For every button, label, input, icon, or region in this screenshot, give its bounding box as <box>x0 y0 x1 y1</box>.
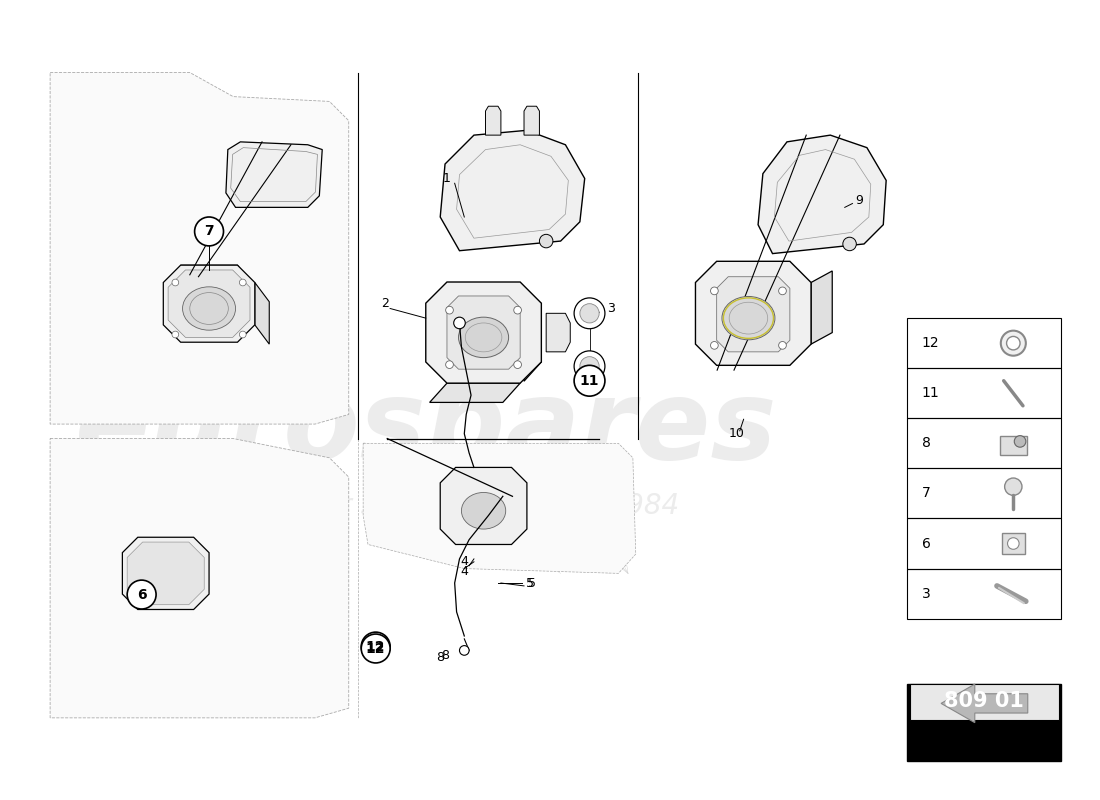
Polygon shape <box>440 467 527 545</box>
Circle shape <box>172 331 178 338</box>
Polygon shape <box>51 73 349 424</box>
Polygon shape <box>485 106 501 135</box>
Circle shape <box>460 646 469 655</box>
Text: 8: 8 <box>437 650 444 664</box>
Circle shape <box>1008 538 1019 550</box>
Circle shape <box>711 287 718 294</box>
Text: 3: 3 <box>922 586 931 601</box>
Polygon shape <box>695 262 811 366</box>
Text: 2: 2 <box>382 297 389 310</box>
Text: 9: 9 <box>856 194 864 207</box>
Circle shape <box>580 357 600 376</box>
Text: 12: 12 <box>922 336 939 350</box>
Text: 6: 6 <box>922 537 931 550</box>
Text: 7: 7 <box>922 486 931 501</box>
Polygon shape <box>255 282 270 344</box>
Circle shape <box>361 632 390 661</box>
Bar <box>908 518 1062 569</box>
Circle shape <box>514 361 521 369</box>
Bar <box>911 684 1058 720</box>
Polygon shape <box>168 270 250 338</box>
Polygon shape <box>363 443 636 574</box>
Bar <box>1002 533 1025 554</box>
Circle shape <box>514 306 521 314</box>
Circle shape <box>446 306 453 314</box>
Polygon shape <box>524 106 539 135</box>
Bar <box>908 418 1062 468</box>
Circle shape <box>240 279 246 286</box>
Text: 4: 4 <box>461 555 469 568</box>
Circle shape <box>580 304 600 323</box>
Bar <box>1000 436 1026 455</box>
Bar <box>908 569 1062 618</box>
Polygon shape <box>547 314 570 352</box>
Circle shape <box>446 361 453 369</box>
Circle shape <box>843 238 856 250</box>
Circle shape <box>1001 330 1026 356</box>
Polygon shape <box>440 130 585 250</box>
Text: 8: 8 <box>922 436 931 450</box>
Polygon shape <box>430 383 520 402</box>
Circle shape <box>1004 478 1022 495</box>
Text: 12: 12 <box>366 639 385 654</box>
Polygon shape <box>226 142 322 207</box>
Polygon shape <box>717 277 790 352</box>
Ellipse shape <box>459 317 508 358</box>
Circle shape <box>172 279 178 286</box>
Circle shape <box>539 234 553 248</box>
Polygon shape <box>524 303 541 382</box>
Text: 11: 11 <box>580 374 600 388</box>
Circle shape <box>1014 436 1026 447</box>
Circle shape <box>574 366 605 396</box>
Text: 7: 7 <box>205 225 213 238</box>
Circle shape <box>711 342 718 350</box>
Text: 5: 5 <box>528 577 536 590</box>
Circle shape <box>574 298 605 329</box>
Text: 10: 10 <box>729 427 745 440</box>
Circle shape <box>779 342 786 350</box>
Circle shape <box>195 217 223 246</box>
Bar <box>908 468 1062 518</box>
Circle shape <box>128 580 156 609</box>
Text: 6: 6 <box>136 587 146 602</box>
Text: 12: 12 <box>366 642 385 655</box>
Polygon shape <box>122 538 209 610</box>
Circle shape <box>779 287 786 294</box>
Ellipse shape <box>461 493 506 529</box>
Bar <box>908 368 1062 418</box>
Polygon shape <box>447 296 520 369</box>
Text: eurospares: eurospares <box>75 375 777 482</box>
Circle shape <box>361 634 390 663</box>
Polygon shape <box>51 438 349 718</box>
Polygon shape <box>180 265 252 285</box>
Polygon shape <box>942 684 1027 722</box>
Polygon shape <box>758 135 887 254</box>
Circle shape <box>240 331 246 338</box>
Circle shape <box>453 317 465 329</box>
Polygon shape <box>163 265 255 342</box>
Text: 11: 11 <box>922 386 939 400</box>
Ellipse shape <box>183 287 235 330</box>
Polygon shape <box>426 282 541 383</box>
Text: 8: 8 <box>441 649 449 662</box>
Polygon shape <box>128 542 205 605</box>
Circle shape <box>574 351 605 382</box>
Bar <box>908 684 1062 761</box>
Text: a passion for spare parts since 1984: a passion for spare parts since 1984 <box>173 492 679 520</box>
Text: 3: 3 <box>607 302 615 315</box>
Text: 5: 5 <box>526 577 534 590</box>
Text: 1: 1 <box>443 172 451 185</box>
Text: 809 01: 809 01 <box>945 691 1024 711</box>
Polygon shape <box>811 271 833 344</box>
Ellipse shape <box>722 297 774 340</box>
Text: 4: 4 <box>461 565 469 578</box>
Bar <box>908 318 1062 368</box>
Circle shape <box>1006 337 1020 350</box>
